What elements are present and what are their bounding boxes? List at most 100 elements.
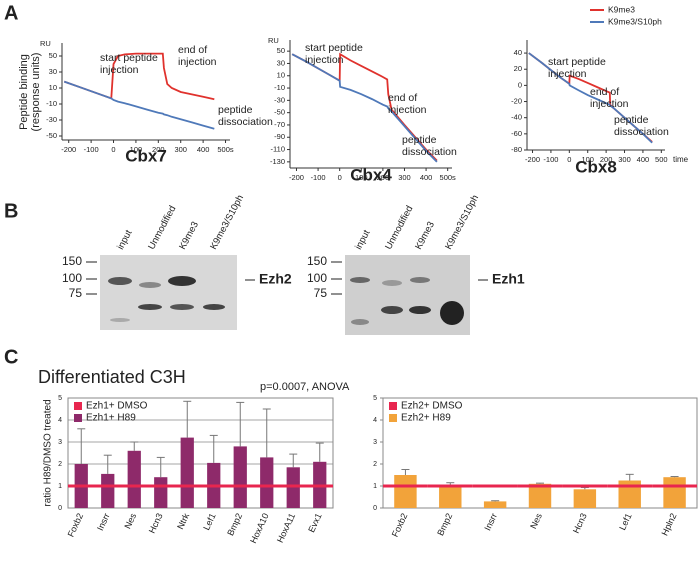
bar	[286, 467, 300, 508]
x-tick-label: 300	[618, 155, 631, 164]
x-tick-label: -200	[61, 145, 76, 154]
plot-frame	[67, 397, 334, 509]
blot-image	[345, 255, 470, 335]
legend-label: K9me3/S10ph	[608, 16, 662, 26]
x-tick-label: HoxA11	[275, 512, 297, 545]
lane-label: input	[353, 228, 373, 252]
bar	[180, 437, 194, 508]
x-tick-label: -100	[84, 145, 99, 154]
y-tick-label: 50	[277, 46, 285, 55]
bar	[663, 477, 686, 508]
chart-title: Differentiated C3H	[38, 367, 186, 387]
y-tick-label: 3	[58, 439, 62, 446]
x-tick-label: 400	[420, 173, 433, 182]
y-tick-label: 10	[49, 83, 57, 92]
lane-label: Unmodified	[383, 204, 415, 252]
x-tick-label: 100	[355, 173, 368, 182]
y-tick-label: -50	[274, 108, 285, 117]
y-tick-label: -90	[274, 132, 285, 141]
y-tick-label: -30	[274, 95, 285, 104]
x-tick-label: -100	[311, 173, 326, 182]
x-tick-label: Hcn3	[571, 512, 589, 535]
y-tick-label: 5	[58, 395, 62, 402]
x-tick-label: -200	[289, 173, 304, 182]
y-tick-label: 20	[514, 64, 522, 73]
legend-swatch	[389, 414, 397, 422]
annotation: start peptide injection	[548, 56, 606, 80]
x-tick-label: Hpln2	[660, 512, 679, 538]
x-tick-label: Evx1	[306, 512, 324, 534]
annotation: start peptide injection	[305, 42, 363, 66]
y-unit: RU	[40, 39, 51, 48]
x-tick-label: 500s	[217, 145, 234, 154]
bar	[233, 446, 247, 508]
y-tick-label: 1	[58, 483, 62, 490]
legend-swatch	[74, 402, 82, 410]
annotation: end of injection	[590, 86, 629, 110]
legend-swatch	[74, 414, 82, 422]
x-tick-label: 200	[152, 145, 165, 154]
y-tick-label: -30	[46, 115, 57, 124]
x-tick-label: Nes	[528, 511, 544, 530]
y-tick-label: 3	[373, 439, 377, 446]
legend-label: K9me3	[608, 4, 635, 14]
x-tick-label: 0	[111, 145, 115, 154]
annotation: end of injection	[178, 44, 217, 68]
x-tick-label: 0	[338, 173, 342, 182]
y-tick-label: -60	[511, 129, 522, 138]
y-tick-label: 40	[514, 48, 522, 57]
marker-label: 75	[69, 286, 83, 300]
y-tick-label: 2	[373, 461, 377, 468]
y-tick-label: 4	[58, 417, 62, 424]
bar	[154, 477, 168, 508]
y-tick-label: 0	[518, 80, 522, 89]
annotation: peptide dissociation	[614, 114, 669, 138]
lane-label: K9me3/S10ph	[208, 193, 246, 251]
y-tick-label: 50	[49, 51, 57, 60]
lane-label: Unmodified	[146, 204, 178, 252]
y-tick-label: -130	[270, 157, 285, 166]
x-tick-label: Bmp2	[225, 512, 244, 538]
marker-label: 150	[307, 254, 327, 268]
x-tick-label: 300	[174, 145, 187, 154]
annotation: peptide dissociation	[218, 104, 273, 128]
legend-swatch	[389, 402, 397, 410]
lane-label: input	[115, 228, 135, 252]
y-tick-label: -20	[511, 97, 522, 106]
x-tick-label: -200	[525, 155, 540, 164]
y-tick-label: 30	[49, 67, 57, 76]
bar	[127, 450, 141, 508]
x-tick-label: Insrr	[95, 512, 112, 533]
x-tick-label: Ntrk	[175, 511, 191, 531]
y-tick-label: 0	[58, 505, 62, 512]
y-tick-label: 0	[373, 505, 377, 512]
x-tick-label: 100	[581, 155, 594, 164]
lane-label: K9me3	[413, 220, 437, 252]
x-tick-label: Nes	[122, 511, 138, 530]
chart-title: Cbx7	[125, 146, 167, 165]
annotation: peptide dissociation	[402, 134, 457, 158]
bar	[483, 501, 507, 508]
marker-label: 100	[62, 271, 82, 285]
x-tick-label: -100	[543, 155, 558, 164]
legend-label: Ezh1+ DMSO	[86, 401, 148, 412]
marker-label: 75	[314, 286, 328, 300]
x-tick-label: 0	[567, 155, 571, 164]
legend-label: Ezh2+ H89	[401, 413, 451, 424]
lane-label: K9me3/S10ph	[443, 193, 481, 251]
x-tick-label: 200	[377, 173, 390, 182]
y-axis-label: Peptide binding (response units)	[18, 52, 42, 132]
y-tick-label: -50	[46, 131, 57, 140]
panel-label: B	[4, 200, 18, 222]
x-tick-label: 400	[197, 145, 210, 154]
blot-image	[100, 255, 237, 330]
y-tick-label: -40	[511, 113, 522, 122]
y-tick-label: 2	[58, 461, 62, 468]
bar	[439, 486, 462, 508]
x-tick-label: 500s	[440, 173, 457, 182]
x-tick-label: 100	[130, 145, 143, 154]
bar	[394, 475, 417, 508]
x-tick-label: 400	[637, 155, 650, 164]
y-unit: RU	[268, 36, 279, 45]
